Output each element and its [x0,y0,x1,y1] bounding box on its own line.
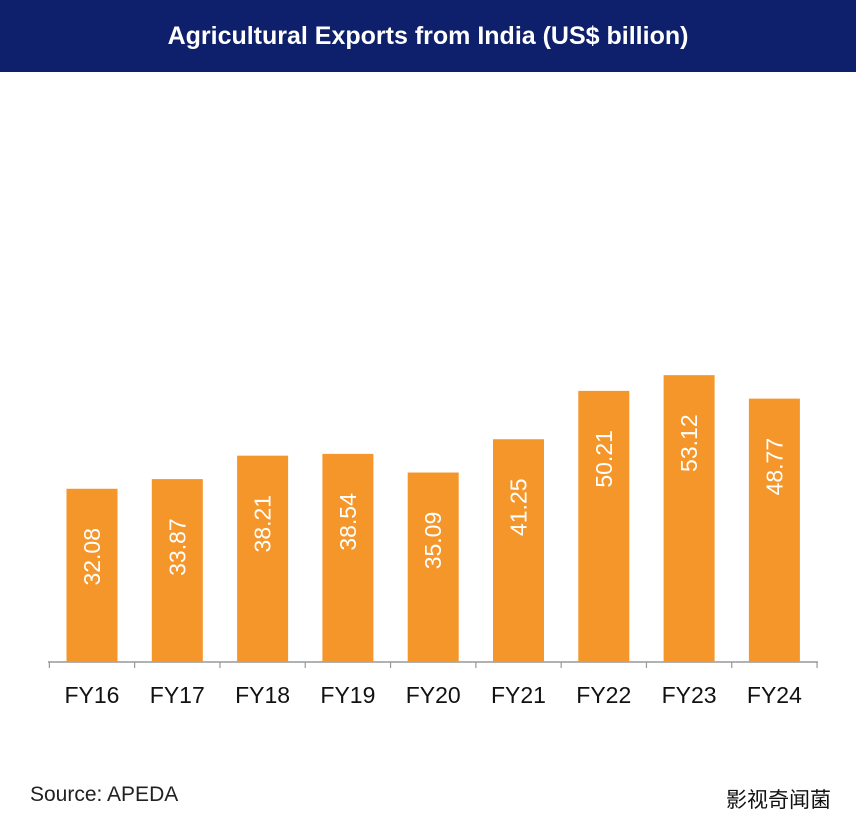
data-label-fy17: 33.87 [164,518,190,576]
chart-title-bar: Agricultural Exports from India (US$ bil… [0,0,856,72]
x-tick-label: FY24 [747,682,802,708]
x-tick-label: FY20 [406,682,461,708]
x-tick-label: FY22 [576,682,631,708]
chart-title: Agricultural Exports from India (US$ bil… [167,21,689,50]
bar-fy24 [748,398,800,662]
bar-fy21 [493,439,544,662]
data-label-fy18: 38.21 [250,495,276,553]
source-note: Source: APEDA [30,783,179,806]
bar-fy23 [663,375,715,662]
bar-fy17 [151,479,203,662]
x-tick-label: FY21 [491,682,546,708]
bar-chart: 32.08 FY16 33.87 FY17 38.21 FY18 38.54 FY19 35.0… [48,375,818,708]
bar-fy20 [407,472,459,662]
data-label-fy21: 41.25 [506,478,532,536]
data-label-fy23: 53.12 [676,414,702,472]
watermark-text: 影视奇闻菌 [726,788,831,812]
data-label-fy20: 35.09 [420,512,446,570]
data-label-fy24: 48.77 [761,438,787,496]
x-tick-label: FY23 [662,682,717,708]
data-label-fy19: 38.54 [335,493,361,551]
bar-fy22 [578,390,630,662]
x-tick-label: FY16 [65,682,120,708]
x-tick-label: FY19 [320,682,375,708]
bar-fy19 [322,453,374,662]
x-tick-label: FY18 [235,682,290,708]
data-label-fy16: 32.08 [79,528,105,586]
bar-fy16 [66,488,118,662]
bar-fy18 [237,455,289,662]
data-label-fy22: 50.21 [591,430,617,488]
x-tick-label: FY17 [150,682,205,708]
